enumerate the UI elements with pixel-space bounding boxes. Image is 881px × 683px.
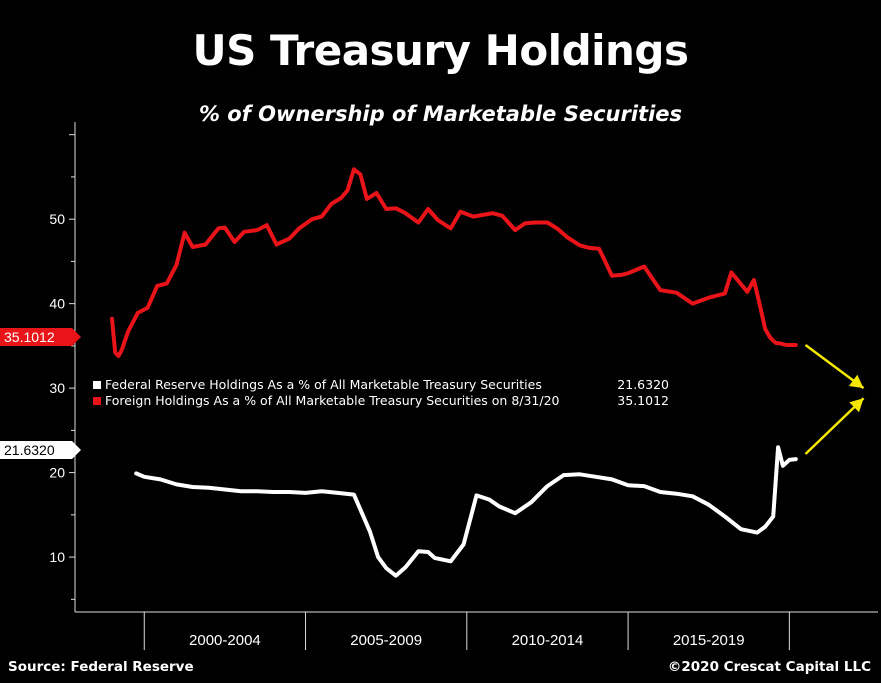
y-tick-label: 20 (49, 465, 65, 481)
source-note: Source: Federal Reserve (8, 659, 194, 675)
chart-title: US Treasury Holdings (192, 26, 690, 75)
fed-last-value-tag: 21.6320 (0, 441, 72, 459)
legend-label-foreign: Foreign Holdings As a % of All Marketabl… (105, 393, 560, 408)
series-line-fed (134, 445, 798, 578)
y-tick-label: 10 (49, 549, 65, 565)
legend-value-fed: 21.6320 (617, 377, 669, 392)
legend-swatch-fed (93, 381, 101, 389)
legend-swatch-foreign (93, 397, 101, 405)
series-line-foreign (110, 167, 798, 358)
fed-tag-pointer (72, 441, 81, 459)
legend-label-fed: Federal Reserve Holdings As a % of All M… (105, 377, 542, 392)
copyright-note: ©2020 Crescat Capital LLC (667, 659, 871, 675)
x-tick-label: 2010-2014 (512, 632, 584, 649)
forecast-arrow-shaft (804, 397, 865, 455)
x-tick-label: 2000-2004 (189, 632, 261, 649)
forecast-arrow-head (848, 374, 864, 389)
y-tick-label: 40 (49, 296, 65, 312)
forecast-arrow-head (849, 398, 864, 413)
x-tick-label: 2005-2009 (350, 632, 422, 649)
chart-subtitle: % of Ownership of Marketable Securities (198, 102, 683, 126)
x-tick-label: 2015-2019 (673, 632, 745, 649)
y-tick-label: 50 (49, 211, 65, 227)
legend-value-foreign: 35.1012 (617, 393, 669, 408)
foreign-tag-pointer (72, 328, 81, 346)
y-tick-label: 30 (49, 380, 65, 396)
chart-legend: Federal Reserve Holdings As a % of All M… (87, 376, 678, 411)
foreign-last-value-tag: 35.1012 (0, 328, 72, 346)
